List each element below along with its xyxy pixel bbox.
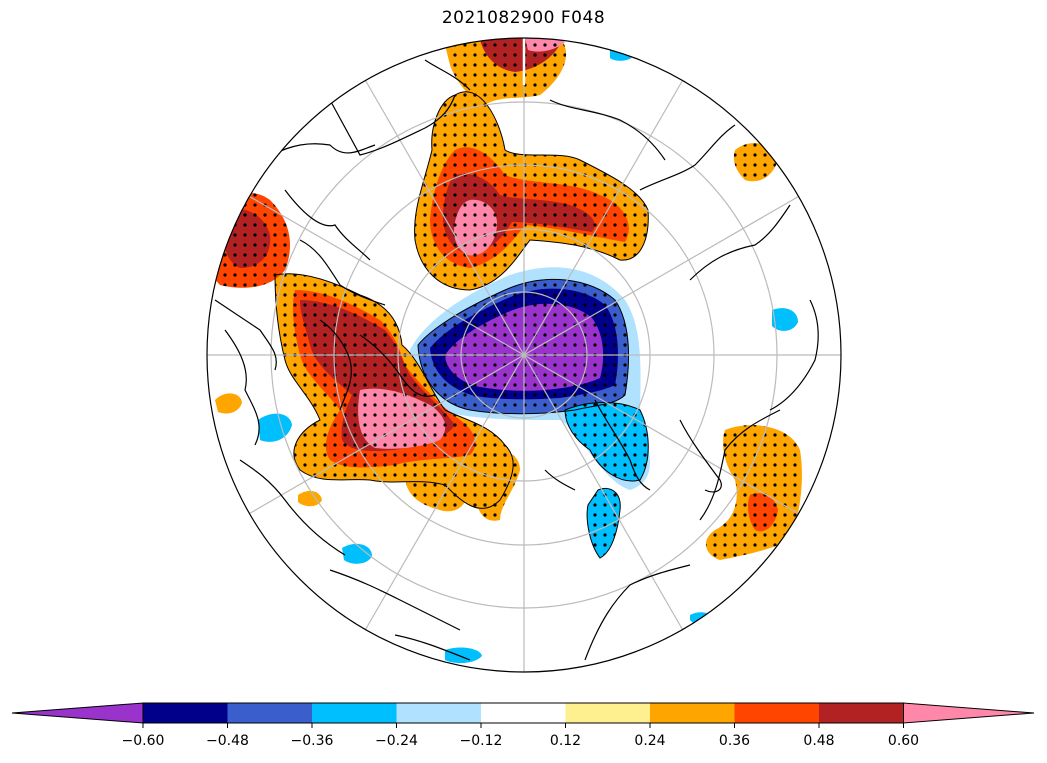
- colorbar-extend-high: [903, 702, 1035, 724]
- colorbar-tick-label: −0.36: [291, 733, 334, 749]
- graticule: [207, 38, 841, 672]
- colorbar-tick-label: −0.12: [460, 733, 503, 749]
- colorbar-bin: [734, 703, 820, 723]
- colorbar-bin: [650, 703, 735, 723]
- colorbar-ticks: −0.60 −0.48 −0.36 −0.24 −0.12 0.12 0.24 0.36 0.4…: [122, 723, 919, 749]
- colorbar-bin: [819, 703, 904, 723]
- anomaly-region-pacific-cold: [258, 413, 292, 442]
- map-title: 2021082900 F048: [441, 8, 606, 28]
- colorbar-bin: [312, 703, 397, 723]
- colorbar-tick-label: −0.60: [122, 733, 165, 749]
- colorbar-tick-label: −0.48: [206, 733, 249, 749]
- colorbar-bin: [143, 703, 228, 723]
- anomaly-region-bottom-cold: [445, 647, 482, 664]
- colorbar: −0.60 −0.48 −0.36 −0.24 −0.12 0.12 0.24 0.36 0.4…: [11, 702, 1035, 749]
- polar-map: [207, 38, 841, 672]
- contour-outlines: [274, 91, 649, 559]
- colorbar-bin: [227, 703, 313, 723]
- colorbar-tick-label: 0.60: [888, 733, 919, 749]
- significance-stippling: [207, 38, 802, 560]
- colorbar-bin: [565, 703, 651, 723]
- anomaly-region-small-east: [772, 308, 798, 331]
- map-boundary: [206, 37, 842, 673]
- anomaly-region-atlantic-cold: [342, 543, 372, 564]
- anomaly-region-top-cold: [610, 47, 634, 61]
- colorbar-extend-low: [11, 702, 144, 724]
- colorbar-tick-label: −0.24: [375, 733, 418, 749]
- colorbar-tick-label: 0.36: [719, 733, 750, 749]
- colorbar-bin: [481, 703, 566, 723]
- colorbar-tick-label: 0.12: [550, 733, 581, 749]
- anomaly-region-bering: [215, 393, 242, 414]
- colorbar-tick-label: 0.48: [803, 733, 834, 749]
- colorbar-tick-label: 0.24: [634, 733, 665, 749]
- colorbar-bins: [11, 702, 1035, 724]
- colorbar-bin: [396, 703, 482, 723]
- anomaly-region-small-west: [298, 490, 322, 507]
